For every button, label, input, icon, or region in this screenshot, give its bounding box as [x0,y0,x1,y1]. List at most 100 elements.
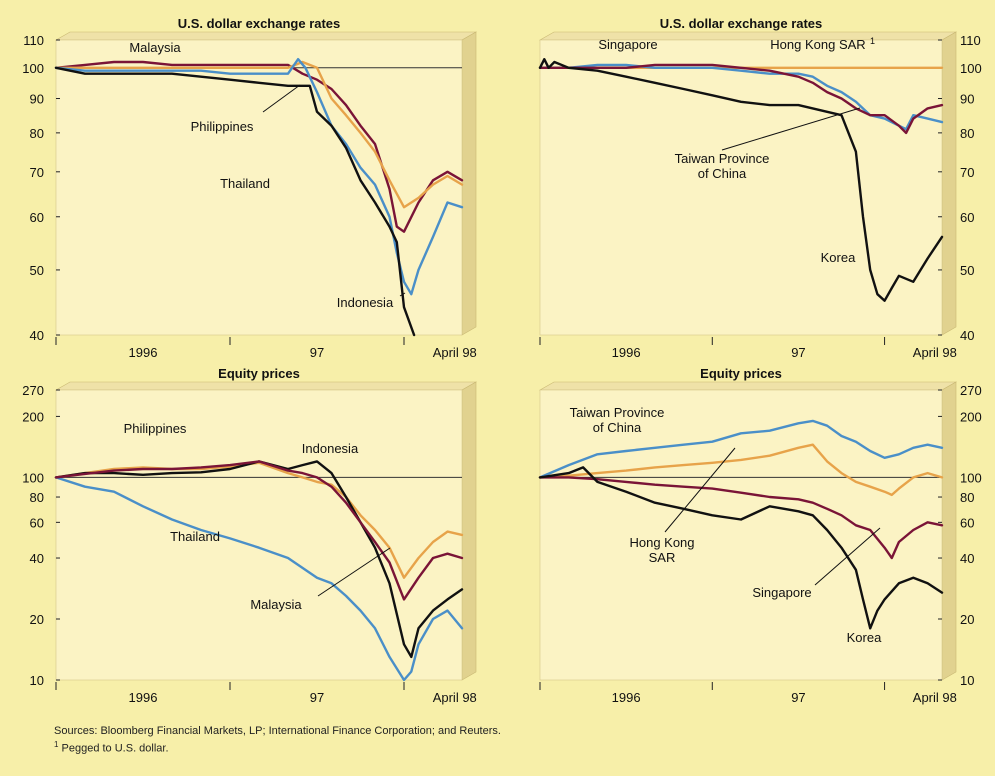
series-label-hong-kong-sar: SAR [649,550,676,565]
y-tick-label: 40 [960,328,974,343]
series-thailand [54,58,464,296]
y-tick-label: 90 [30,92,44,107]
y-tick-label: 40 [960,551,974,566]
y-tick-label: 60 [960,515,974,530]
series-hong-kong-sar [538,443,944,497]
series-label-philippines: Philippines [191,119,254,134]
series-label-korea: Korea [847,630,882,645]
y-tick-label: 200 [22,409,44,424]
y-tick-label: 50 [30,263,44,278]
chart-title: Equity prices [700,366,782,381]
series-korea [538,58,944,302]
y-tick-label: 270 [960,383,982,398]
footnote-ref: 1 [870,36,875,46]
y-tick-label: 20 [30,612,44,627]
series-philippines [54,60,464,209]
y-tick-label: 10 [30,673,44,688]
y-tick-label: 60 [960,210,974,225]
y-tick-label: 80 [30,126,44,141]
chart-fx-right: U.S. dollar exchange rates 40 50 60 70 80 90 10… [538,16,982,360]
series-korea [538,466,944,630]
x-tick-label: 1996 [612,690,641,705]
y-tick-label: 60 [30,210,44,225]
y-tick-label: 80 [960,490,974,505]
x-tick-label: 97 [791,345,805,360]
sources-note: Sources: Bloomberg Financial Markets, LP… [54,725,501,737]
y-tick-label: 80 [960,126,974,141]
chart-eq-left: Equity prices 10 20 40 60 80 100 200 270 1996 97 Ap… [22,366,478,705]
panel-top-face [54,381,478,391]
label-leader [664,447,736,533]
chart-title: U.S. dollar exchange rates [660,16,823,31]
series-indonesia [54,66,416,337]
x-tick-label: April 98 [913,690,957,705]
y-tick-label: 270 [22,383,44,398]
series-label-singapore: Singapore [752,585,811,600]
series-thailand [54,476,464,682]
y-tick-label: 200 [960,409,982,424]
panel-side-face [461,31,477,336]
series-label-hong-kong-sar: Hong Kong [629,535,694,550]
y-tick-label: 100 [22,470,44,485]
y-tick-label: 40 [30,328,44,343]
panel-side-face [461,381,477,681]
series-label-thailand: Thailand [170,529,220,544]
panel-top-face [54,31,478,41]
y-tick-label: 20 [960,612,974,627]
chart-fx-left: U.S. dollar exchange rates 40 50 60 70 80 90 10… [22,16,478,360]
series-label-taiwan-province-of-china: of China [593,420,642,435]
series-label-philippines: Philippines [124,421,187,436]
y-tick-label: 40 [30,551,44,566]
series-malaysia [538,63,944,135]
x-tick-label: 97 [310,690,324,705]
series-label-singapore: Singapore [598,37,657,52]
panel-side-face [941,381,957,681]
plot-area [539,39,943,336]
series-label-hong-kong-sar: Hong Kong SAR [770,37,865,52]
label-leader [814,527,881,586]
series-label-thailand: Thailand [220,176,270,191]
series-indonesia [54,460,464,659]
x-tick-label: April 98 [913,345,957,360]
series-malaysia [538,476,944,560]
series-taiwan-province-of-china [538,419,944,479]
series-label-taiwan-province-of-china: Taiwan Province [570,405,665,420]
y-tick-label: 70 [960,165,974,180]
x-tick-label: 1996 [129,345,158,360]
footnote: 1 Pegged to U.S. dollar. [54,740,169,755]
y-tick-label: 100 [960,470,982,485]
label-leader [262,84,301,113]
y-tick-label: 100 [22,61,44,76]
footnote-marker: 1 [54,740,59,749]
chart-title: U.S. dollar exchange rates [178,16,341,31]
sources-text: Sources: Bloomberg Financial Markets, LP… [54,725,501,737]
chart-eq-right: Equity prices 10 20 40 60 80 100 200 270 1996 97 Ap… [538,366,982,705]
series-label-korea: Korea [821,250,856,265]
label-leader [721,107,861,151]
y-tick-label: 10 [960,673,974,688]
series-label-malaysia: Malaysia [250,597,302,612]
y-tick-label: 80 [30,490,44,505]
y-tick-label: 70 [30,165,44,180]
y-tick-label: 60 [30,515,44,530]
plot-area [55,389,463,681]
panel-side-face [941,31,957,336]
panel-top-face [538,381,958,391]
series-label-indonesia: Indonesia [302,441,359,456]
footnote-text: Pegged to U.S. dollar. [61,742,169,755]
y-tick-label: 100 [960,61,982,76]
y-tick-label: 110 [960,33,981,48]
series-label-malaysia: Malaysia [129,40,181,55]
x-tick-label: 97 [310,345,324,360]
series-label-taiwan-province-of-china: Taiwan Province [675,151,770,166]
y-tick-label: 90 [960,92,974,107]
series-label-taiwan-province-of-china: of China [698,166,747,181]
label-leader [317,547,391,597]
chart-title: Equity prices [218,366,300,381]
series-malaysia [54,460,464,601]
x-tick-label: 1996 [129,690,158,705]
y-tick-label: 110 [23,33,44,48]
x-tick-label: April 98 [433,690,477,705]
